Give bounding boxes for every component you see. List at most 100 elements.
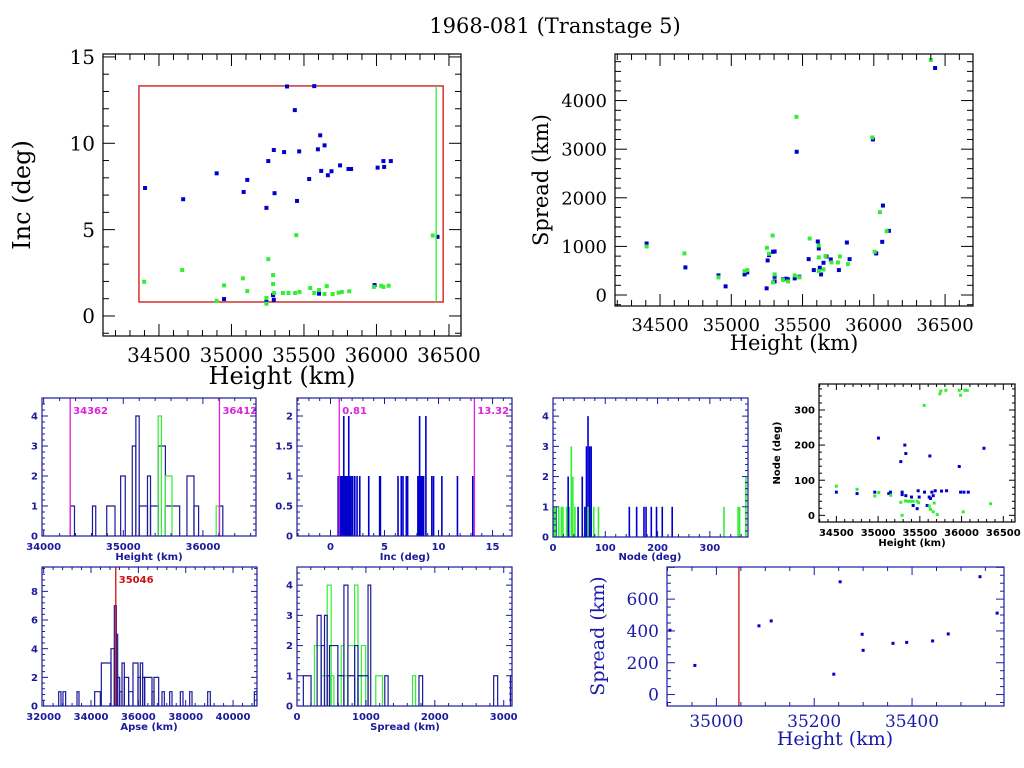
y-tick-label: 1 (286, 472, 293, 483)
data-point (944, 388, 948, 392)
data-point (285, 84, 290, 89)
data-point (899, 500, 903, 504)
data-point (266, 257, 271, 262)
selection-box (138, 85, 444, 303)
y-tick-label: 1 (31, 502, 38, 513)
plot-frame (818, 383, 1016, 523)
data-point (911, 499, 915, 503)
plot-frame (41, 397, 257, 537)
spread-vs-height-zoom-chart: 35000 35200 35400 0 200 400 600 Height (km) Spre… (587, 566, 1005, 750)
y-axis-title: Spread (km) (529, 114, 553, 246)
data-point (873, 490, 877, 494)
data-point (349, 167, 354, 172)
data-point (682, 251, 687, 256)
y-tick-label: 10 (70, 131, 95, 155)
histogram-bin (132, 662, 139, 706)
histogram-bin (411, 675, 417, 706)
histogram-bin (91, 505, 97, 536)
data-point (769, 619, 773, 623)
data-point (271, 148, 276, 153)
x-tick-label: 35200 (787, 712, 841, 732)
data-point (903, 443, 907, 447)
data-point (932, 501, 936, 505)
axis-ticks (819, 384, 1015, 522)
data-point (430, 233, 435, 238)
marker-label: 34362 (73, 406, 108, 417)
data-point (923, 490, 927, 494)
data-point (757, 624, 761, 628)
histogram-bin (313, 644, 322, 706)
data-point (872, 249, 877, 254)
plot-area (553, 416, 747, 537)
data-point (811, 268, 816, 273)
marker-label: 0.81 (342, 406, 367, 417)
x-tick-label: 35000 (861, 528, 896, 539)
histogram-bin (123, 676, 130, 706)
data-point (928, 454, 932, 458)
data-point (940, 489, 944, 493)
data-point (347, 289, 352, 294)
data-point (929, 507, 933, 511)
histogram-bin (153, 676, 160, 706)
data-point (911, 503, 915, 507)
data-point (264, 299, 269, 304)
data-point (931, 639, 935, 643)
axis-ticks (615, 54, 973, 306)
x-tick-label: 34000 (74, 712, 109, 723)
data-point (297, 289, 302, 294)
data-point (245, 177, 250, 182)
series-0 (668, 575, 999, 676)
data-point (904, 452, 908, 456)
data-point (915, 507, 919, 511)
data-point (214, 171, 219, 176)
data-point (371, 284, 376, 289)
data-point (959, 393, 963, 397)
data-point (293, 291, 298, 296)
data-point (271, 282, 276, 287)
histogram-bin (193, 505, 200, 536)
data-point (935, 513, 939, 517)
data-point (315, 147, 320, 152)
y-tick-label: 4 (31, 644, 38, 655)
data-point (860, 632, 864, 636)
histogram-bin (100, 662, 112, 706)
data-point (887, 492, 891, 496)
data-point (880, 239, 885, 244)
y-tick-label: 4 (31, 412, 38, 423)
data-point (312, 84, 317, 89)
x-tick-label: 34500 (127, 343, 191, 367)
data-point (816, 269, 821, 274)
x-tick-label: 15 (486, 542, 500, 553)
page-title: 1968-081 (Transtage 5) (429, 14, 681, 38)
x-tick-label: 36500 (417, 343, 481, 367)
data-point (816, 246, 821, 251)
data-point (797, 275, 802, 280)
data-point (765, 258, 770, 263)
data-point (931, 494, 935, 498)
data-point (792, 273, 797, 278)
x-tick-label: 35400 (885, 712, 939, 732)
y-tick-label: 0 (542, 533, 549, 544)
histogram-bin (58, 691, 62, 706)
x-tick-label: 36000 (185, 542, 220, 553)
data-point (873, 494, 877, 498)
data-point (435, 234, 440, 239)
data-point (241, 189, 246, 194)
data-point (264, 205, 269, 210)
x-tick-label: 32000 (26, 712, 61, 723)
data-point (336, 290, 341, 295)
data-point (272, 191, 277, 196)
data-point (816, 243, 821, 248)
series-0 (69, 415, 224, 536)
y-tick-label: 100 (794, 476, 815, 487)
series-0 (58, 605, 257, 706)
x-tick-label: 35000 (689, 712, 743, 732)
x-tick-label: 36000 (944, 528, 979, 539)
x-tick-label: 36000 (345, 343, 409, 367)
series-1 (553, 446, 747, 537)
data-point (308, 285, 313, 290)
y-tick-label: 0 (286, 532, 293, 543)
histogram-bin (367, 584, 372, 706)
x-axis-title: Height (km) (730, 331, 859, 355)
data-point (318, 133, 323, 138)
